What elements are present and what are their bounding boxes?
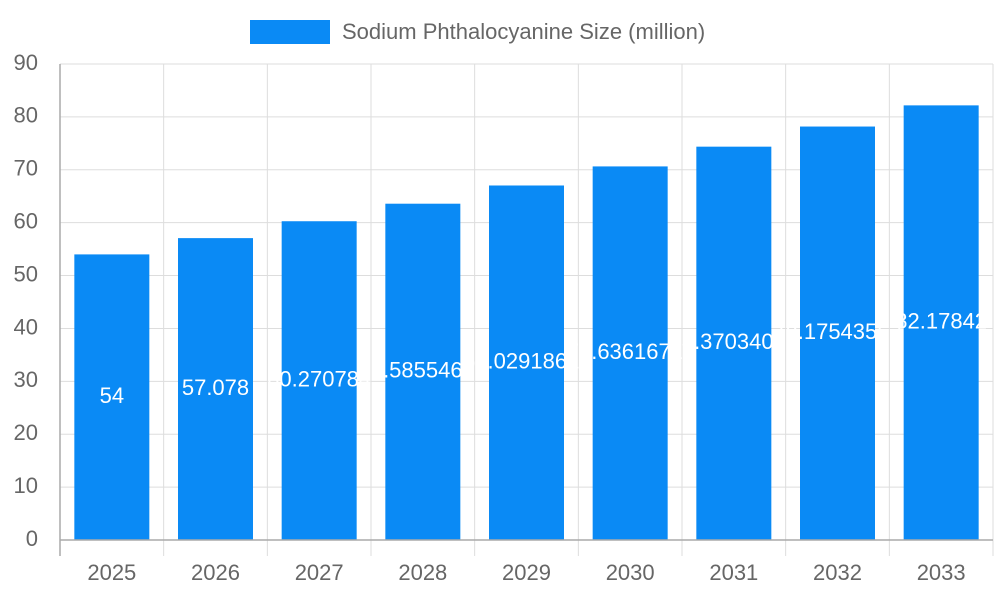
data-label: 67.02918611: [463, 349, 590, 374]
bar: [385, 203, 461, 540]
legend-label: Sodium Phthalocyanine Size (million): [342, 19, 705, 44]
data-label: 57.078: [182, 375, 249, 400]
data-label: 63.58554612: [359, 358, 487, 383]
y-tick-label: 90: [14, 50, 38, 75]
data-label: 74.37034033: [670, 329, 798, 354]
y-tick-label: 40: [14, 314, 38, 339]
y-tick-label: 30: [14, 367, 38, 392]
x-tick-label: 2030: [606, 560, 655, 585]
y-tick-label: 0: [26, 526, 38, 551]
y-tick-label: 80: [14, 103, 38, 128]
x-tick-label: 2033: [917, 560, 966, 585]
y-tick-label: 70: [14, 156, 38, 181]
x-tick-label: 2031: [709, 560, 758, 585]
x-tick-label: 2029: [502, 560, 551, 585]
bar: [800, 126, 875, 540]
y-tick-label: 50: [14, 261, 38, 286]
bar: [489, 185, 564, 540]
x-tick-label: 2026: [191, 560, 240, 585]
x-tick-label: 2025: [87, 560, 136, 585]
y-tick-label: 20: [14, 420, 38, 445]
data-label: 70.63616711: [567, 339, 694, 364]
y-tick-label: 10: [14, 473, 38, 498]
bar: [592, 166, 668, 541]
bar: [281, 221, 357, 540]
bar: [178, 238, 253, 541]
data-label: 60.270784: [267, 366, 371, 391]
legend-swatch: [250, 20, 330, 44]
bar: [74, 254, 150, 540]
data-label: 78.17543552: [773, 319, 901, 344]
y-tick-label: 60: [14, 208, 38, 233]
data-label: 54: [100, 383, 124, 408]
data-label: 82.17842: [895, 308, 987, 333]
bar: [903, 105, 979, 541]
bar: [696, 146, 772, 541]
x-tick-label: 2028: [398, 560, 447, 585]
x-tick-label: 2027: [295, 560, 344, 585]
x-tick-label: 2032: [813, 560, 862, 585]
